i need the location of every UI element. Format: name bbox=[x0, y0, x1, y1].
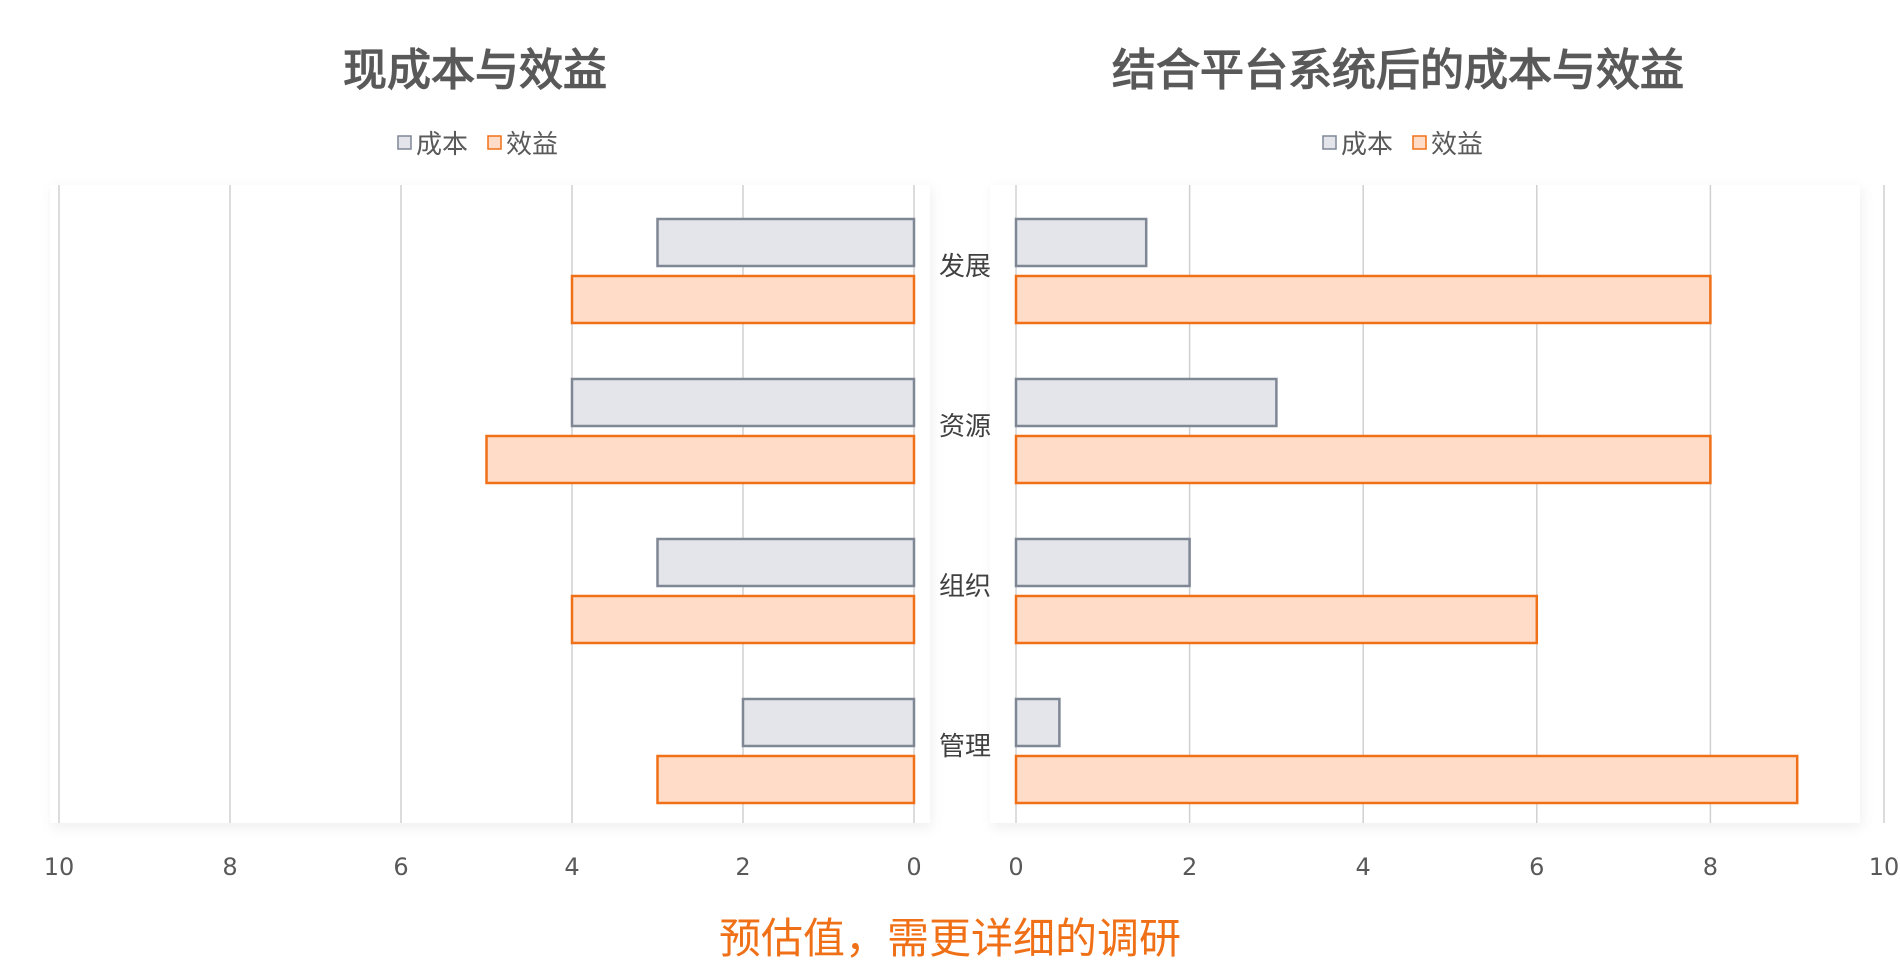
right-legend: 成本 效益 bbox=[1322, 130, 1483, 160]
left-legend-benefit-swatch bbox=[487, 135, 502, 150]
category-label: 发展 bbox=[939, 252, 991, 282]
left-tick-label: 8 bbox=[222, 853, 237, 881]
left-legend-cost-label: 成本 bbox=[416, 130, 468, 160]
right-bar-benefit bbox=[1014, 594, 1539, 645]
right-bar-cost bbox=[1014, 697, 1061, 748]
right-bars bbox=[1014, 217, 1799, 805]
right-tick-label: 4 bbox=[1356, 853, 1371, 881]
right-bar-benefit bbox=[1014, 754, 1799, 805]
right-bar-benefit bbox=[1014, 434, 1712, 485]
right-bar-cost bbox=[1014, 377, 1278, 428]
left-legend: 成本 效益 bbox=[397, 130, 558, 160]
left-bars bbox=[485, 217, 916, 805]
left-bar-benefit bbox=[485, 434, 916, 485]
right-legend-benefit-label: 效益 bbox=[1431, 130, 1483, 160]
left-bar-cost bbox=[741, 697, 916, 748]
left-bar-benefit bbox=[570, 274, 916, 325]
left-tick-label: 10 bbox=[44, 853, 75, 881]
left-legend-benefit-label: 效益 bbox=[506, 130, 558, 160]
left-bar-cost bbox=[656, 537, 916, 588]
left-tick-labels: 10 8 6 4 2 0 bbox=[44, 853, 922, 881]
right-tick-label: 10 bbox=[1869, 853, 1900, 881]
left-bar-benefit bbox=[570, 594, 916, 645]
left-bar-benefit bbox=[656, 754, 916, 805]
left-tick-label: 0 bbox=[906, 853, 921, 881]
right-bar-cost bbox=[1014, 537, 1191, 588]
right-tick-label: 0 bbox=[1008, 853, 1023, 881]
right-legend-cost-swatch bbox=[1322, 135, 1337, 150]
right-tick-labels: 0 2 4 6 8 10 bbox=[1008, 853, 1899, 881]
category-label: 管理 bbox=[939, 732, 991, 762]
left-legend-cost-swatch bbox=[397, 135, 412, 150]
footer-note: 预估值，需更详细的调研 bbox=[719, 914, 1181, 963]
left-bar-cost bbox=[656, 217, 916, 268]
left-tick-label: 4 bbox=[564, 853, 579, 881]
right-tick-label: 8 bbox=[1703, 853, 1718, 881]
category-label: 资源 bbox=[939, 412, 991, 442]
left-chart-title: 现成本与效益 bbox=[343, 45, 607, 96]
right-legend-cost-label: 成本 bbox=[1341, 130, 1393, 160]
category-label: 组织 bbox=[939, 572, 991, 602]
right-tick-label: 6 bbox=[1529, 853, 1544, 881]
left-tick-label: 2 bbox=[735, 853, 750, 881]
left-bar-cost bbox=[570, 377, 916, 428]
left-tick-label: 6 bbox=[393, 853, 408, 881]
right-legend-benefit-swatch bbox=[1412, 135, 1427, 150]
right-bar-benefit bbox=[1014, 274, 1712, 325]
right-chart-title: 结合平台系统后的成本与效益 bbox=[1112, 45, 1684, 96]
right-bar-cost bbox=[1014, 217, 1148, 268]
right-tick-label: 2 bbox=[1182, 853, 1197, 881]
